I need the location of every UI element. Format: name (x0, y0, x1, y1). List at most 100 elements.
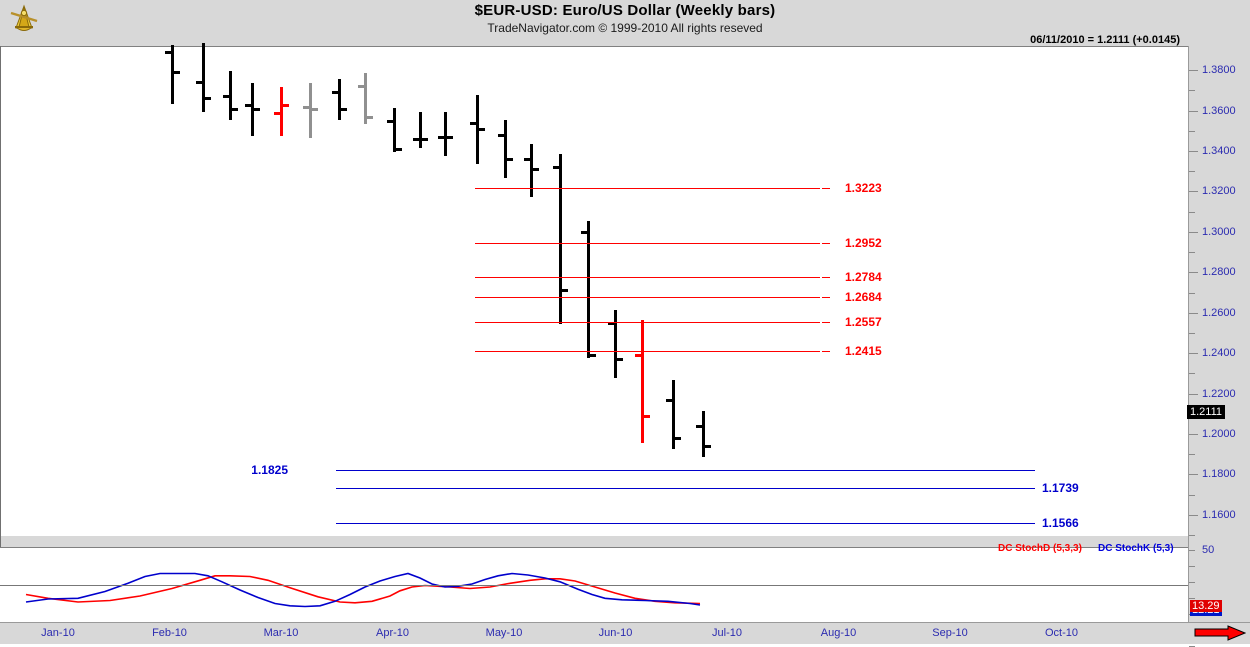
oscillator-tick (1189, 598, 1195, 599)
oscillator-tick (1189, 566, 1195, 567)
support-level-label: 1.1739 (1042, 480, 1079, 495)
resistance-line[interactable] (475, 322, 820, 324)
resistance-line-dash (822, 276, 830, 278)
panel-left-border (0, 46, 1, 622)
price-tick-label: 1.2400 (1202, 347, 1236, 360)
ohlc-range-stem (229, 71, 232, 120)
price-chart-panel[interactable]: 1.3223 1.2952 1.2784 1.2684 1.2557 1.2415 1.18… (0, 42, 1189, 586)
resistance-line-dash (822, 296, 830, 298)
ohlc-range-stem (476, 95, 479, 165)
ohlc-close-tick (205, 97, 211, 101)
scroll-forward-arrow-icon[interactable] (1194, 625, 1246, 641)
stochastic-curves (25, 572, 701, 608)
ohlc-open-tick (196, 81, 202, 85)
quote-readout: 06/11/2010 = 1.2111 (+0.0145) (1030, 34, 1180, 46)
ohlc-open-tick (470, 121, 476, 125)
time-tick-label: Jan-10 (41, 627, 75, 639)
support-line[interactable] (336, 487, 1035, 489)
ohlc-close-tick (533, 168, 539, 172)
resistance-level-label: 1.2684 (845, 289, 882, 304)
support-line[interactable] (336, 522, 1035, 524)
resistance-line[interactable] (475, 276, 820, 278)
support-level-label: 1.1825 (251, 463, 288, 478)
ohlc-open-tick (696, 424, 702, 428)
price-minor-tick (1189, 292, 1195, 294)
time-tick-label: Aug-10 (820, 627, 857, 639)
price-tick (1189, 514, 1198, 516)
last-price-badge: 1.2111 (1187, 405, 1226, 419)
price-tick-label: 1.2800 (1202, 266, 1236, 279)
price-tick (1189, 353, 1198, 355)
ohlc-close-tick (422, 137, 428, 141)
price-minor-tick (1189, 130, 1195, 132)
ohlc-range-stem (444, 111, 447, 157)
price-minor-tick (1189, 90, 1195, 92)
header-bar: $EUR-USD: Euro/US Dollar (Weekly bars) T… (0, 0, 1250, 36)
ohlc-open-tick (358, 85, 364, 89)
stochastic-curve (25, 572, 701, 608)
time-axis[interactable]: Jan-10 Feb-10 Mar-10 Apr-10 May-10 Jun-10 Jul-… (0, 622, 1250, 644)
resistance-line[interactable] (475, 351, 820, 353)
legend-stochd[interactable]: DC StochD (5,3,3) (998, 543, 1082, 554)
ohlc-range-stem (672, 380, 675, 450)
support-line[interactable] (336, 470, 1035, 472)
price-tick (1189, 70, 1198, 72)
ohlc-close-tick (562, 289, 568, 293)
ohlc-range-stem (280, 87, 283, 136)
resistance-level-label: 1.2557 (845, 315, 882, 330)
ohlc-open-tick (274, 111, 280, 115)
price-minor-tick (1189, 494, 1195, 496)
price-axis[interactable]: 1.3800 1.3600 1.3400 1.3200 1.3000 1.2800 1.26… (1187, 46, 1250, 647)
price-minor-tick (1189, 171, 1195, 173)
stochastic-curve (25, 575, 701, 605)
resistance-line[interactable] (475, 187, 820, 189)
time-tick-label: May-10 (485, 627, 523, 639)
price-tick (1189, 110, 1198, 112)
resistance-line-dash (822, 351, 830, 353)
stochd-value-badge: 13.29 (1190, 600, 1222, 612)
price-tick-label: 1.3000 (1202, 225, 1236, 238)
time-tick-label: Sep-10 (932, 627, 968, 639)
copyright-subtitle: TradeNavigator.com © 1999-2010 All right… (487, 21, 763, 35)
ohlc-open-tick (524, 158, 530, 162)
price-tick-label: 1.2200 (1202, 387, 1236, 400)
oscillator-midline (0, 585, 1188, 586)
price-tick-label: 1.1800 (1202, 468, 1236, 481)
ohlc-range-stem (251, 83, 254, 136)
resistance-line-dash (822, 322, 830, 324)
price-minor-tick (1189, 535, 1195, 536)
stochastic-panel[interactable] (0, 547, 1189, 624)
resistance-line[interactable] (475, 296, 820, 298)
resistance-level-label: 1.2415 (845, 344, 882, 359)
price-tick-label: 1.3600 (1202, 104, 1236, 117)
resistance-line[interactable] (475, 242, 820, 244)
ohlc-open-tick (245, 103, 251, 107)
price-tick-label: 1.2600 (1202, 306, 1236, 319)
ohlc-open-tick (666, 398, 672, 402)
time-tick-label: Feb-10 (152, 627, 187, 639)
resistance-level-label: 1.2952 (845, 235, 882, 250)
support-level-label: 1.1566 (1042, 515, 1079, 530)
ohlc-range-stem (559, 154, 562, 324)
price-tick-label: 1.1600 (1202, 508, 1236, 521)
legend-stochk[interactable]: DC StochK (5,3) (1098, 543, 1174, 554)
time-tick-label: Oct-10 (1044, 627, 1079, 639)
resistance-level-label: 1.3223 (845, 180, 882, 195)
price-tick (1189, 151, 1198, 153)
ohlc-close-tick (367, 115, 373, 119)
ohlc-close-tick (312, 107, 318, 111)
price-minor-tick (1189, 252, 1195, 254)
ohlc-range-stem (171, 44, 174, 104)
time-tick-label: Jul-10 (712, 627, 742, 639)
ohlc-range-stem (338, 79, 341, 120)
price-tick (1189, 231, 1198, 233)
ohlc-close-tick (705, 445, 711, 449)
price-tick (1189, 272, 1198, 274)
time-tick-label: Apr-10 (375, 627, 410, 639)
price-tick-label: 1.3400 (1202, 145, 1236, 158)
price-tick (1189, 393, 1198, 395)
ohlc-open-tick (553, 166, 559, 170)
price-tick-label: 1.2000 (1202, 427, 1236, 440)
ohlc-open-tick (635, 354, 641, 358)
